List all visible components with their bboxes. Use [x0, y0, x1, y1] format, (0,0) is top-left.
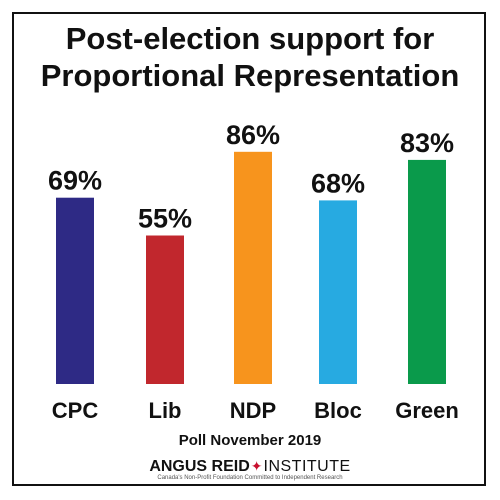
category-label-ndp: NDP: [230, 398, 276, 423]
bar-lib: [146, 235, 184, 384]
bar-cpc: [56, 197, 94, 384]
category-label-green: Green: [395, 398, 459, 423]
chart-title: Post-election support for Proportional R…: [0, 20, 500, 94]
poll-date-note: Poll November 2019: [178, 432, 322, 449]
bar-green: [408, 159, 446, 384]
bar-bloc: [319, 200, 357, 384]
brand-name-right: INSTITUTE: [263, 458, 351, 475]
category-label-bloc: Bloc: [314, 398, 362, 423]
value-label-ndp: 86%: [226, 120, 280, 150]
brand-name-left: ANGUS REID: [149, 458, 250, 475]
category-label-cpc: CPC: [52, 398, 99, 423]
value-label-lib: 55%: [138, 204, 192, 234]
value-label-green: 83%: [400, 128, 454, 158]
title-line-2: Proportional Representation: [40, 58, 460, 93]
brand-logo: ANGUS REID✦INSTITUTE: [0, 458, 500, 475]
category-label-lib: Lib: [149, 398, 182, 423]
brand-tagline: Canada's Non-Profit Foundation Committed…: [157, 475, 343, 481]
title-line-1: Post-election support for: [65, 21, 435, 56]
bar-ndp: [234, 151, 272, 384]
value-label-bloc: 68%: [311, 168, 365, 198]
maple-leaf-icon: ✦: [250, 458, 263, 474]
value-label-cpc: 69%: [48, 166, 102, 196]
